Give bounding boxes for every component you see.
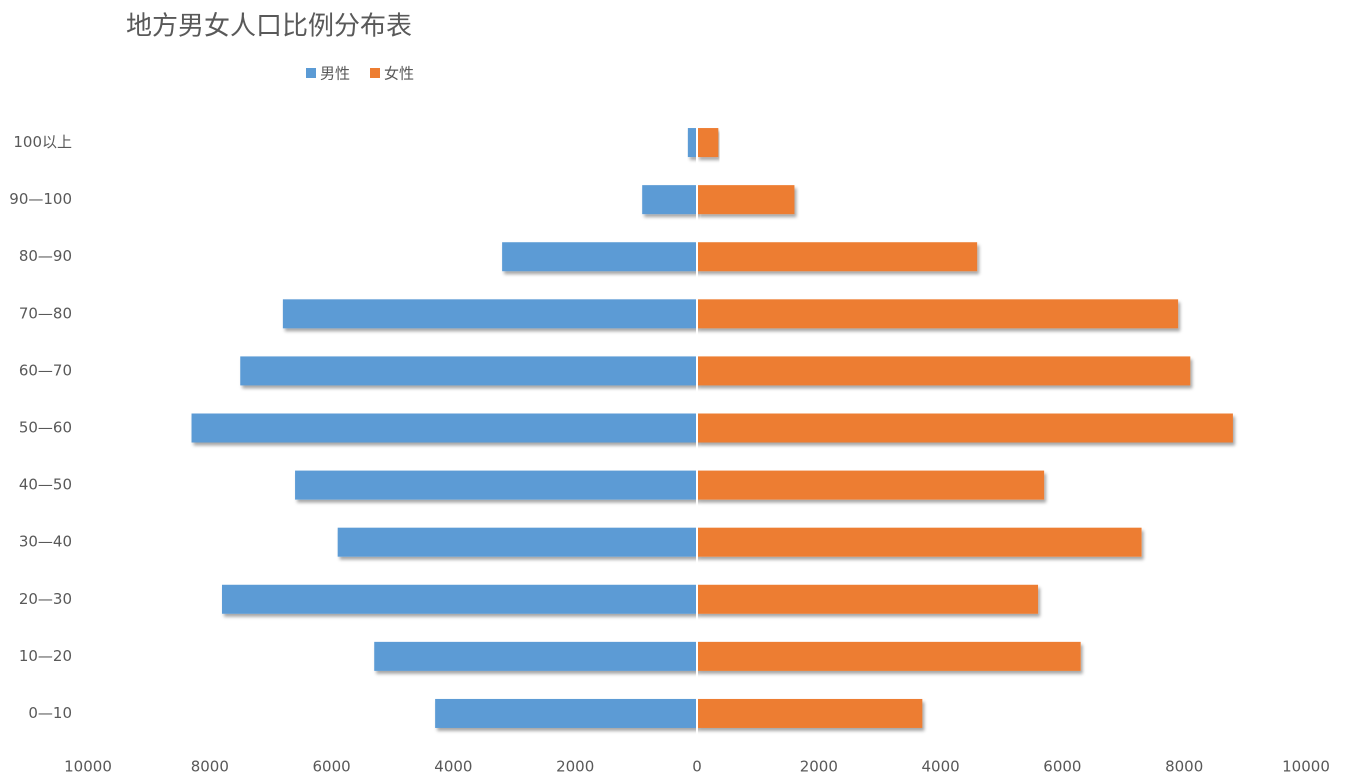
bar xyxy=(435,698,697,728)
bar xyxy=(240,356,697,386)
x-tick-label: 6000 xyxy=(1043,758,1081,776)
x-tick-label: 2000 xyxy=(800,758,838,776)
y-tick-label: 80—90 xyxy=(19,247,72,265)
y-tick-label: 10—20 xyxy=(19,647,72,665)
x-tick-label: 10000 xyxy=(64,758,112,776)
y-tick-label: 0—10 xyxy=(28,704,72,722)
legend-swatch xyxy=(370,68,380,78)
y-tick-label: 30—40 xyxy=(19,533,72,551)
legend-swatch xyxy=(306,68,316,78)
bar xyxy=(697,641,1081,671)
x-tick-label: 2000 xyxy=(556,758,594,776)
legend-label: 男性 xyxy=(320,65,350,83)
y-tick-label: 90—100 xyxy=(9,190,72,208)
bar xyxy=(282,299,697,329)
bar xyxy=(295,470,697,500)
y-tick-label: 50—60 xyxy=(19,419,72,437)
legend-label: 女性 xyxy=(384,65,414,83)
y-tick-label: 60—70 xyxy=(19,361,72,379)
bar xyxy=(697,356,1191,386)
x-tick-label: 8000 xyxy=(1165,758,1203,776)
bar xyxy=(697,128,719,158)
bar xyxy=(697,185,795,215)
y-tick-label: 40—50 xyxy=(19,476,72,494)
x-tick-label: 8000 xyxy=(191,758,229,776)
bar xyxy=(697,470,1045,500)
x-tick-label: 4000 xyxy=(922,758,960,776)
bar xyxy=(697,584,1039,614)
bar xyxy=(697,527,1142,557)
chart-title: 地方男女人口比例分布表 xyxy=(126,12,412,42)
bar xyxy=(502,242,697,272)
bar xyxy=(374,641,697,671)
y-tick-label: 70—80 xyxy=(19,304,72,322)
bar xyxy=(687,128,697,158)
bar xyxy=(697,299,1179,329)
bar xyxy=(337,527,697,557)
bar xyxy=(697,698,923,728)
bar xyxy=(191,413,697,443)
bar xyxy=(697,242,978,272)
bar xyxy=(221,584,698,614)
bar xyxy=(697,413,1233,443)
x-tick-label: 10000 xyxy=(1282,758,1330,776)
y-tick-label: 20—30 xyxy=(19,590,72,608)
bar xyxy=(642,185,697,215)
y-tick-label: 100以上 xyxy=(13,133,72,151)
x-tick-label: 0 xyxy=(692,758,702,776)
x-tick-label: 4000 xyxy=(434,758,472,776)
x-tick-label: 6000 xyxy=(313,758,351,776)
